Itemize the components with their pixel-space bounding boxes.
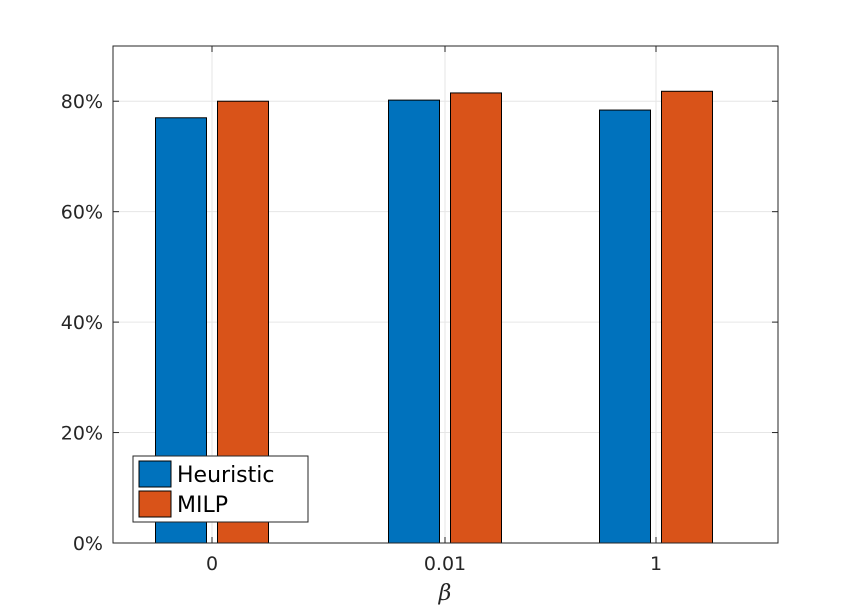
y-tick-label: 20% xyxy=(61,423,103,445)
x-tick-label: 0.01 xyxy=(424,553,466,575)
bar-milp-1 xyxy=(661,90,713,544)
y-axis-ticks: 0% 20% 40% 60% 80% xyxy=(61,91,778,555)
y-tick-label: 0% xyxy=(73,533,103,555)
legend-label-heuristic: Heuristic xyxy=(177,463,274,488)
bar-heuristic-0.01 xyxy=(388,99,440,544)
x-tick-label: 1 xyxy=(650,553,662,575)
y-tick-label: 80% xyxy=(61,91,103,113)
x-tick-label: 0 xyxy=(206,553,218,575)
bar-heuristic-1 xyxy=(599,109,651,544)
x-axis-title: β xyxy=(438,581,452,606)
y-tick-label: 60% xyxy=(61,202,103,224)
bar-milp-0.01 xyxy=(450,92,502,544)
legend: Heuristic MILP xyxy=(132,455,309,523)
y-tick-label: 40% xyxy=(61,312,103,334)
legend-label-milp: MILP xyxy=(177,493,228,518)
legend-swatch-milp xyxy=(138,490,172,518)
x-axis-ticks: 0 0.01 1 xyxy=(206,46,662,575)
legend-swatch-heuristic xyxy=(138,460,172,488)
